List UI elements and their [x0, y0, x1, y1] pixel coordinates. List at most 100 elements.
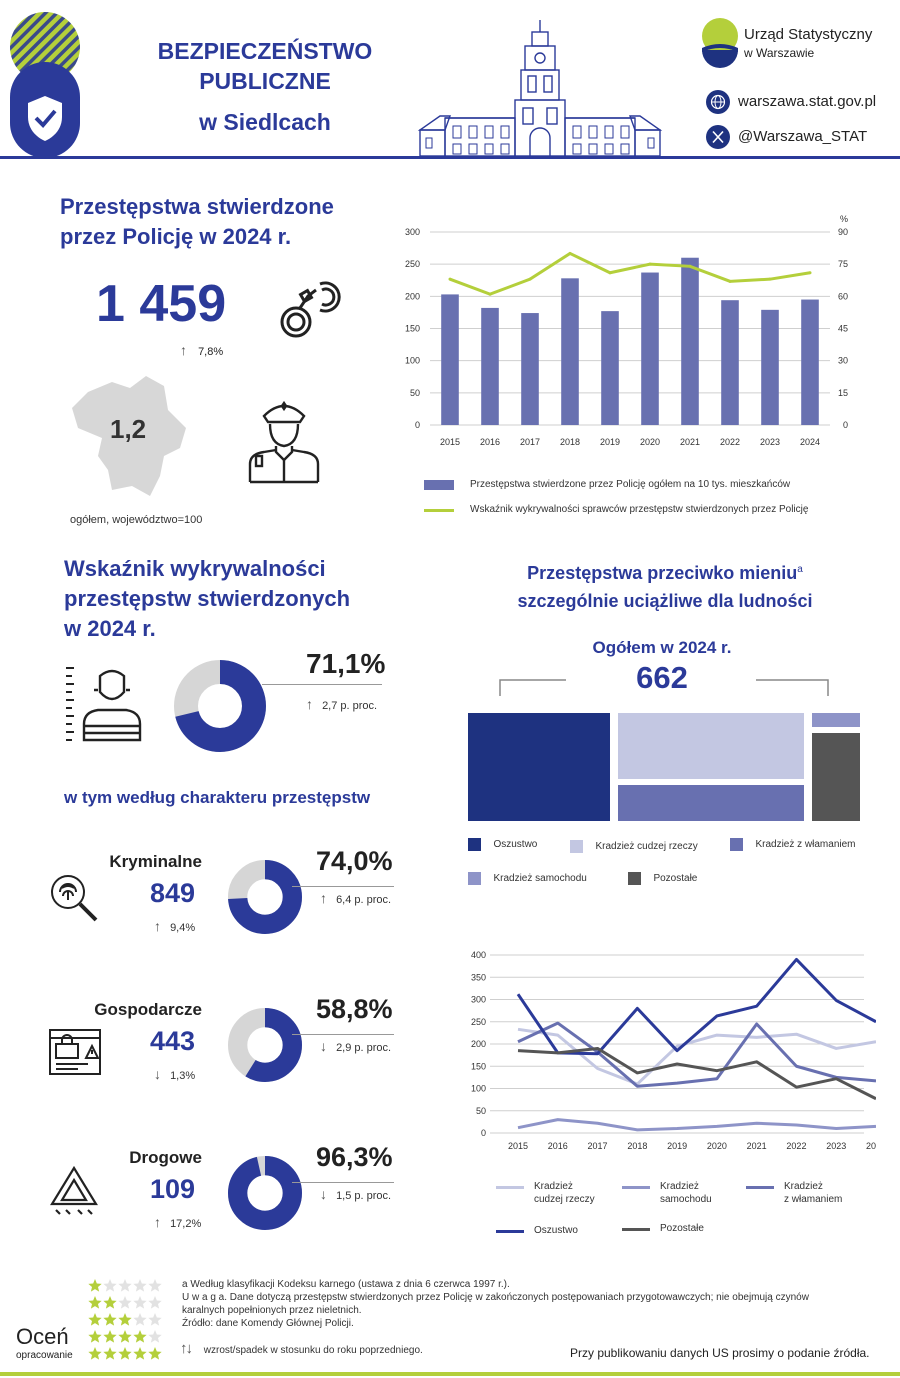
rating-stars[interactable] [88, 1278, 168, 1367]
y-tick-label: 250 [405, 259, 420, 269]
y2-unit-label: % [840, 214, 848, 224]
donut-share [228, 1008, 302, 1082]
line-legend-swatch [622, 1228, 650, 1231]
star-icon[interactable] [133, 1296, 147, 1309]
legend-bar-swatch [424, 480, 454, 490]
total-change-value: 7,8% [198, 346, 224, 358]
line-legend-label-1: Pozostałe [660, 1223, 704, 1234]
x-tick-label: 2023 [760, 437, 780, 447]
star-icon[interactable] [118, 1279, 132, 1292]
star-icon[interactable] [88, 1347, 102, 1360]
total-crimes: 1 459 [96, 275, 227, 333]
star-icon[interactable] [103, 1279, 117, 1292]
legend-line-swatch [424, 509, 454, 512]
x-tick-label: 2019 [600, 437, 620, 447]
category-label: Gospodarcze [94, 1000, 202, 1019]
y-tick-label: 150 [405, 324, 420, 334]
detection-rate-point-2021 [688, 264, 692, 268]
bar-2023 [761, 309, 779, 425]
map-note: ogółem, województwo=100 [70, 514, 203, 526]
donut-share [228, 860, 302, 934]
total-bracket [499, 679, 829, 696]
star-rating-icon[interactable] [88, 1278, 168, 1362]
star-icon[interactable] [118, 1296, 132, 1309]
star-icon[interactable] [103, 1313, 117, 1326]
bar-2016 [481, 307, 499, 425]
y2-tick-label: 60 [838, 291, 848, 301]
line-legend-swatch [496, 1230, 524, 1233]
y2-tick-label: 15 [838, 388, 848, 398]
star-icon[interactable] [133, 1313, 147, 1326]
footer-lime-bar [0, 1372, 900, 1376]
category-donut-leader [292, 1182, 394, 1183]
suspect-icon [64, 662, 144, 747]
section2-title: Wskaźnik wykrywalności przestępstw stwie… [64, 554, 350, 644]
detection-rate-donut [174, 660, 266, 752]
y-tick-label: 250 [471, 1017, 486, 1027]
bar-2018 [561, 278, 579, 425]
star-icon[interactable] [118, 1347, 132, 1360]
arrow-up-icon: ↑ [320, 890, 327, 906]
star-icon[interactable] [88, 1330, 102, 1343]
y-tick-label: 300 [405, 227, 420, 237]
section2-title-line3: w 2024 r. [64, 616, 156, 641]
fingerprint-magnifier-icon [48, 872, 100, 929]
detection-rate-point-2015 [448, 277, 452, 281]
up-down-arrows-icon: ↑↓ [180, 1340, 193, 1357]
arrow-down-icon: ↓ [154, 1066, 161, 1082]
star-icon[interactable] [103, 1296, 117, 1309]
line-legend-label-1: Oszustwo [534, 1225, 578, 1236]
bar-2020 [641, 272, 659, 425]
star-icon[interactable] [133, 1330, 147, 1343]
y-tick-label: 150 [471, 1061, 486, 1071]
star-icon[interactable] [148, 1330, 162, 1343]
category-rate-change-value: 6,4 p. proc. [336, 894, 392, 906]
treemap-legend: Oszustwo Kradzież cudzej rzeczy Kradzież… [468, 836, 888, 896]
category-rate: 74,0% [316, 846, 393, 876]
line-legend-label: Kradzież samochodu [660, 1180, 712, 1206]
org-sub: w Warszawie [744, 46, 815, 60]
y-tick-label: 0 [415, 420, 420, 430]
header-title: BEZPIECZEŃSTWO PUBLICZNE w Siedlcach [130, 36, 400, 142]
star-icon[interactable] [118, 1313, 132, 1326]
line-legend-swatch [746, 1186, 774, 1189]
star-icon[interactable] [103, 1330, 117, 1343]
x-tick-label: 2018 [627, 1141, 647, 1151]
y-tick-label: 350 [471, 972, 486, 982]
x-tick-label: 2015 [508, 1141, 528, 1151]
section1-title-line1: Przestępstwa stwierdzone [60, 194, 334, 219]
category-rate: 96,3% [316, 1142, 393, 1172]
star-icon[interactable] [88, 1296, 102, 1309]
category-rate-change: ↓ 2,9 p. proc. [320, 1038, 391, 1054]
road-warning-triangle-icon [48, 1164, 100, 1221]
donut-share [228, 1156, 302, 1230]
star-icon[interactable] [148, 1279, 162, 1292]
detection-rate-point-2019 [608, 271, 612, 275]
star-icon[interactable] [88, 1313, 102, 1326]
legend-kradziez-samochodu: Kradzież samochodu [468, 870, 587, 888]
legend-pozostale-label: Pozostałe [653, 873, 698, 885]
star-icon[interactable] [133, 1279, 147, 1292]
line-chart-legend: Kradzież cudzej rzeczy Kradzież samochod… [496, 1180, 876, 1240]
legend-kradziez-cudzej-label: Kradzież cudzej rzeczy [595, 841, 698, 853]
star-icon[interactable] [148, 1347, 162, 1360]
category-rate-change: ↑ 6,4 p. proc. [320, 890, 391, 906]
star-icon[interactable] [103, 1347, 117, 1360]
legend-kradziez-cudzej: Kradzież cudzej rzeczy [570, 838, 698, 856]
section3-title-line1: Przestępstwa przeciwko mieniu [527, 563, 798, 583]
series-line-kradzież-cudzej-rzeczy [517, 1027, 877, 1086]
y2-tick-label: 75 [838, 259, 848, 269]
arrow-down-icon: ↓ [320, 1186, 327, 1202]
line-legend-label: Kradzież cudzej rzeczy [534, 1180, 595, 1206]
y2-tick-label: 45 [838, 324, 848, 334]
star-icon[interactable] [118, 1330, 132, 1343]
star-icon[interactable] [148, 1296, 162, 1309]
x-tick-label: 2023 [826, 1141, 846, 1151]
title-line3: w Siedlcach [199, 109, 331, 135]
star-icon[interactable] [148, 1313, 162, 1326]
rate-title[interactable]: Oceń [16, 1324, 69, 1349]
property-crimes-treemap [468, 713, 860, 821]
star-icon[interactable] [88, 1279, 102, 1292]
star-icon[interactable] [133, 1347, 147, 1360]
shield-check-icon [10, 12, 80, 158]
